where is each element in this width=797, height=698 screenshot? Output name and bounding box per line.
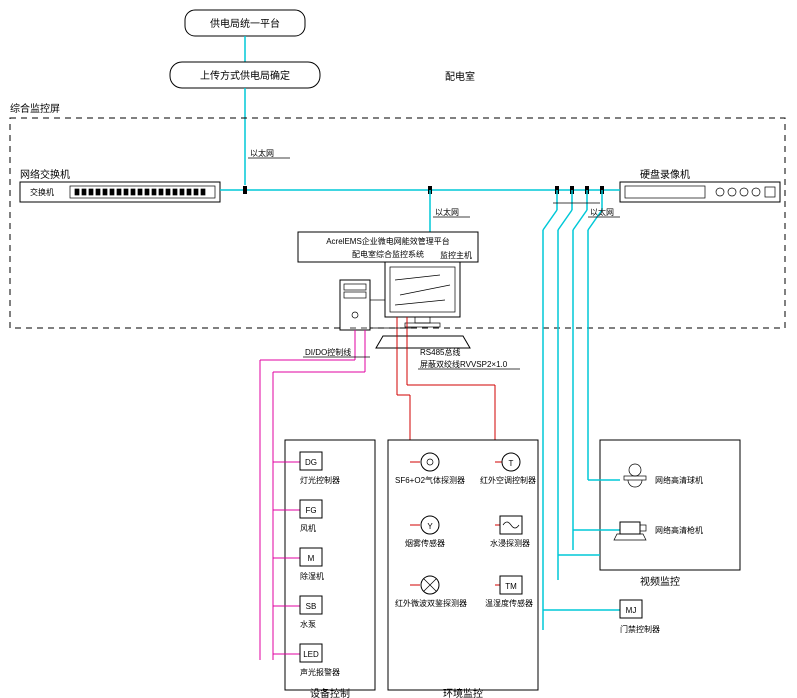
switch-title: 网络交换机 — [20, 168, 70, 181]
svg-text:烟雾传感器: 烟雾传感器 — [405, 538, 445, 548]
ems-line2: 配电室综合监控系统 — [352, 249, 424, 259]
monitor-screen-label: 综合监控屏 — [10, 102, 60, 115]
host-pc — [340, 262, 470, 348]
svg-text:M: M — [308, 554, 315, 563]
rs485-label: RS485总线 — [420, 347, 460, 357]
svg-text:T: T — [509, 459, 514, 468]
ems-line1: AcrelEMS企业微电网能效管理平台 — [326, 236, 450, 246]
svg-text:除湿机: 除湿机 — [300, 571, 324, 581]
top-upload-node: 上传方式供电局确定 — [170, 62, 320, 88]
door-controller: MJ 门禁控制器 — [543, 600, 660, 634]
svg-text:SB: SB — [306, 602, 317, 611]
dvr-device — [620, 182, 780, 202]
env-monitor-title: 环境监控 — [443, 687, 483, 698]
dido-label: DI/DO控制线 — [305, 347, 351, 357]
device-control-title: 设备控制 — [310, 687, 350, 698]
svg-text:灯光控制器: 灯光控制器 — [300, 475, 340, 485]
svg-text:网络高清球机: 网络高清球机 — [655, 475, 703, 485]
switch-device: 交换机 — [20, 182, 220, 202]
shielded-label: 屏蔽双绞线RVVSP2×1.0 — [420, 359, 508, 369]
svg-text:水浸探测器: 水浸探测器 — [490, 538, 530, 548]
video-monitor-label: 视频监控 — [640, 575, 680, 588]
svg-text:Y: Y — [427, 522, 433, 531]
svg-text:LED: LED — [303, 650, 319, 659]
top-upload-label: 上传方式供电局确定 — [200, 69, 290, 82]
svg-text:DG: DG — [305, 458, 317, 467]
svg-text:红外空调控制器: 红外空调控制器 — [480, 475, 536, 485]
diagram-root: 供电局统一平台 上传方式供电局确定 配电室 综合监控屏 以太网 网络交换机 交换… — [0, 0, 797, 698]
svg-text:FG: FG — [305, 506, 316, 515]
svg-text:水泵: 水泵 — [300, 619, 316, 629]
svg-text:温湿度传感器: 温湿度传感器 — [485, 598, 533, 608]
dvr-title: 硬盘录像机 — [640, 168, 690, 181]
svg-text:风机: 风机 — [300, 523, 316, 533]
distribution-room-label: 配电室 — [445, 70, 475, 83]
svg-text:TM: TM — [505, 582, 517, 591]
ethernet-label-2: 以太网 — [435, 207, 459, 217]
door-ctrl-label: 门禁控制器 — [620, 624, 660, 634]
svg-text:SF6+O2气体探测器: SF6+O2气体探测器 — [395, 475, 465, 485]
ethernet-label-1: 以太网 — [250, 148, 274, 158]
svg-text:网络高清枪机: 网络高清枪机 — [655, 525, 703, 535]
top-platform-label: 供电局统一平台 — [210, 17, 280, 30]
svg-text:红外微波双鉴探测器: 红外微波双鉴探测器 — [395, 598, 467, 608]
switch-box-label: 交换机 — [30, 187, 54, 197]
host-label: 监控主机 — [440, 250, 472, 260]
svg-text:MJ: MJ — [626, 606, 637, 615]
svg-text:声光报警器: 声光报警器 — [300, 667, 340, 677]
video-box — [600, 440, 740, 570]
ethernet-label-3: 以太网 — [590, 207, 614, 217]
top-platform-node: 供电局统一平台 — [185, 10, 305, 36]
